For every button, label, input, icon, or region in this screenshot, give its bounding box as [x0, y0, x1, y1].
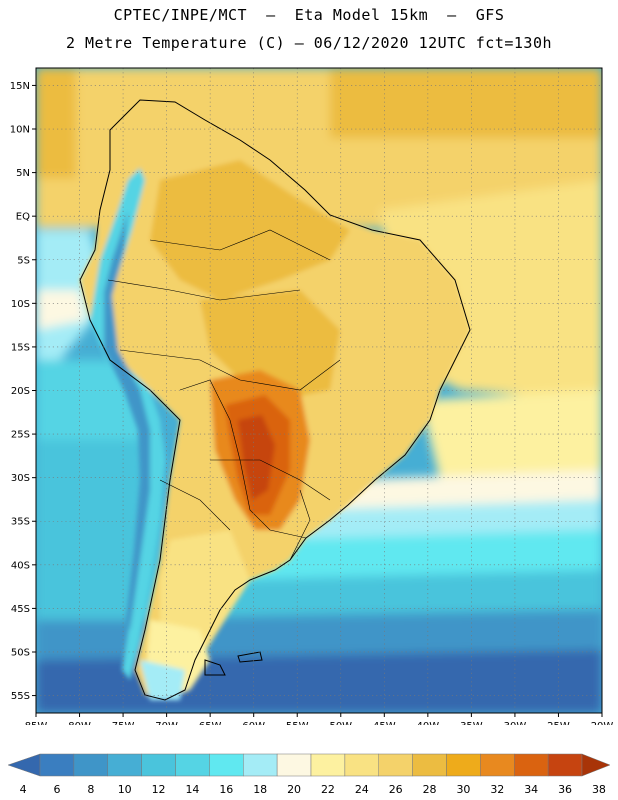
colorbar-bin	[446, 753, 481, 777]
colorbar-label: 32	[490, 783, 504, 796]
lon-tick-label: 85W	[25, 721, 48, 725]
lon-tick-label: 55W	[286, 721, 309, 725]
colorbar-label: 38	[592, 783, 606, 796]
lat-tick-label: 55S	[11, 691, 30, 702]
lat-tick-label: 5S	[17, 255, 30, 266]
lat-tick-label: 35S	[11, 517, 30, 528]
lat-tick-label: 15S	[11, 342, 30, 353]
colorbar-bin	[141, 753, 176, 777]
lat-tick-label: 25S	[11, 430, 30, 441]
country-borders	[107, 229, 341, 561]
lat-tick-label: 10S	[11, 299, 30, 310]
colorbar-bin	[243, 753, 278, 777]
longitude-axis: 85W 80W 75W 70W 65W 60W 55W 50W 45W 40W 35W 30W 25W 2…	[25, 713, 614, 725]
colorbar-label: 6	[53, 783, 60, 796]
colorbar-label: 28	[423, 783, 437, 796]
colorbar-bin	[209, 753, 244, 777]
colorbar-bin	[39, 753, 75, 777]
lat-tick-label: 50S	[11, 647, 30, 658]
colorbar-label: 4	[20, 783, 27, 796]
lat-tick-label: 30S	[11, 473, 30, 484]
lon-tick-label: 45W	[373, 721, 396, 725]
colorbar-bin	[310, 753, 346, 777]
coastline	[79, 99, 471, 701]
lat-tick-label: 40S	[11, 560, 30, 571]
lon-tick-label: 30W	[504, 721, 527, 725]
colorbar-label: 36	[558, 783, 572, 796]
colorbar-bin	[514, 753, 549, 777]
colorbar-arrow-high	[581, 753, 611, 777]
lat-tick-label: 20S	[11, 386, 30, 397]
colorbar-bin	[276, 753, 312, 777]
colorbar-bin	[107, 753, 142, 777]
colorbar-label: 10	[118, 783, 132, 796]
colorbar-label: 8	[87, 783, 94, 796]
continent-fill	[80, 100, 470, 700]
lat-tick-label: 5N	[16, 168, 30, 179]
colorbar-bin	[547, 753, 583, 777]
colorbar-label: 34	[524, 783, 538, 796]
temperature-field	[36, 68, 602, 713]
colorbar-label: 20	[287, 783, 301, 796]
temperature-map: 15N 10N 5N EQ 5S 10S 15S 20S 25S 30S 35S 40S 45S 50S 5…	[10, 67, 614, 725]
colorbar-label: 30	[456, 783, 470, 796]
colorbar-label: 18	[253, 783, 267, 796]
colorbar-arrow-low	[7, 753, 41, 777]
latitude-axis: 15N 10N 5N EQ 5S 10S 15S 20S 25S 30S 35S 40S 45S 50S 5…	[10, 81, 36, 702]
lon-tick-label: 35W	[460, 721, 483, 725]
lon-tick-label: 70W	[155, 721, 178, 725]
colorbar-bin	[175, 753, 210, 777]
colorbar-label: 14	[185, 783, 199, 796]
colorbar-label: 22	[321, 783, 335, 796]
lon-tick-label: 65W	[199, 721, 222, 725]
lon-tick-label: 20W	[591, 721, 614, 725]
lon-tick-label: 80W	[68, 721, 91, 725]
colorbar-label: 24	[355, 783, 369, 796]
colorbar-bin	[73, 753, 108, 777]
colorbar-label: 12	[152, 783, 166, 796]
colorbar-label: 16	[219, 783, 233, 796]
map-title: CPTEC/INPE/MCT – Eta Model 15km – GFS	[113, 6, 505, 24]
lat-tick-label: 10N	[10, 125, 30, 136]
lon-tick-label: 75W	[112, 721, 135, 725]
colorbar-bin	[412, 753, 447, 777]
colorbar-bin	[378, 753, 413, 777]
lon-tick-label: 60W	[242, 721, 265, 725]
lat-tick-label: 15N	[10, 81, 30, 92]
lat-tick-label: 45S	[11, 604, 30, 615]
map-subtitle: 2 Metre Temperature (C) – 06/12/2020 12U…	[65, 34, 553, 52]
colorbar-bin	[344, 753, 379, 777]
lon-tick-label: 25W	[547, 721, 570, 725]
colorbar-bin	[480, 753, 515, 777]
color-scale-legend: 4 6 8 10 12 14 16 18 20 22 24 26 28 30 32 34 36 38	[7, 753, 611, 796]
lon-tick-label: 50W	[329, 721, 352, 725]
lat-tick-label: EQ	[16, 212, 30, 223]
lon-tick-label: 40W	[417, 721, 440, 725]
colorbar-label: 26	[389, 783, 403, 796]
